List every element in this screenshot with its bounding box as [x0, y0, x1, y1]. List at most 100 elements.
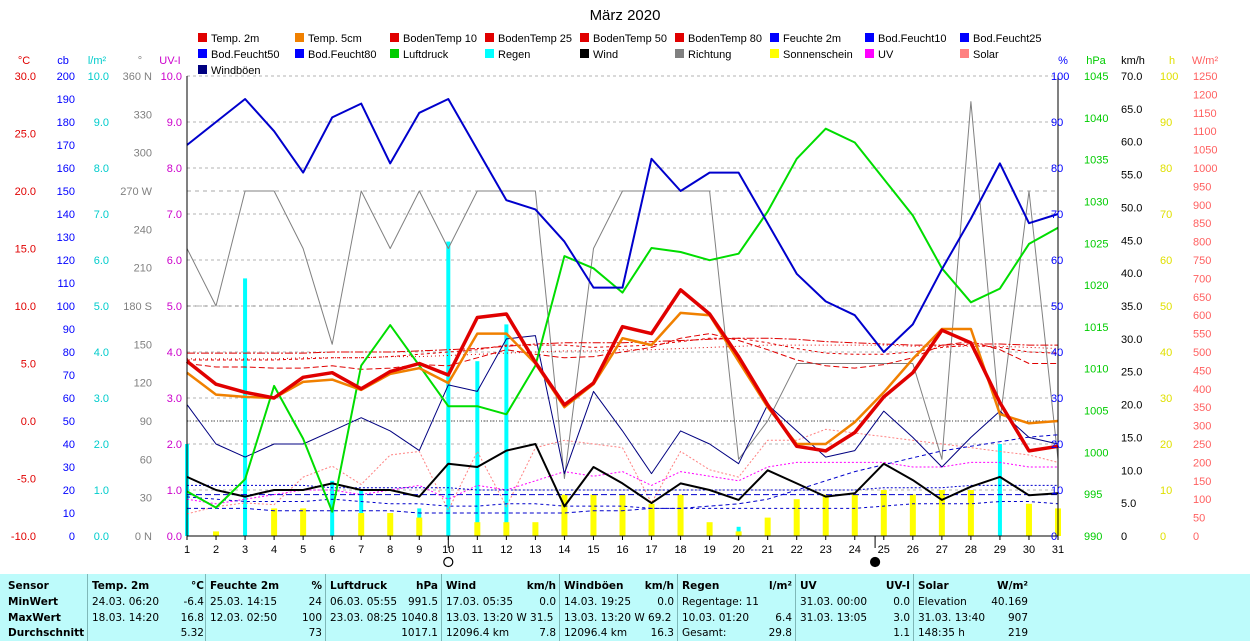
x-tick-label: 31 [1052, 544, 1064, 556]
axis-tick-label: 4.0 [167, 347, 182, 359]
axis-tick-label: 1015 [1084, 322, 1108, 334]
axis-tick-label: 150 [57, 186, 75, 198]
legend-label: Feuchte 2m [783, 33, 841, 45]
axis-tick-label: 90 [1051, 117, 1063, 129]
rain-bar [446, 241, 451, 536]
rain-bar [243, 278, 248, 536]
sunshine-bar [822, 494, 829, 536]
axis-tick-label: 1050 [1193, 145, 1217, 157]
axis-tick-label: 50 [1193, 513, 1205, 525]
axis-tick-label: 50 [1160, 301, 1172, 313]
axis-tick-label: 950 [1193, 181, 1211, 193]
legend-swatch [485, 49, 494, 58]
series-line-bodentemp-50 [187, 337, 1058, 354]
axis-tick-label: 60.0 [1121, 137, 1142, 149]
x-tick-label: 10 [442, 544, 454, 556]
series-line-solar [186, 428, 1059, 515]
stats-cell-value: 3.0 [893, 612, 910, 624]
axis-tick-label: 90 [140, 416, 152, 428]
legend-swatch [390, 33, 399, 42]
axis-tick-label: 0 N [135, 531, 152, 543]
sunshine-bar [764, 517, 771, 536]
stats-separator [559, 574, 560, 641]
stats-table: Sensor MinWert MaxWert Durchschnitt Temp… [0, 574, 1250, 641]
stats-sensor: Sensor MinWert MaxWert Durchschnitt [8, 574, 88, 641]
sunshine-bar [590, 494, 597, 536]
legend-label: Temp. 2m [211, 33, 259, 45]
axis-tick-label: 500 [1193, 347, 1211, 359]
rain-bar [997, 444, 1002, 536]
sunshine-bar [300, 508, 307, 536]
stats-cell-value: 29.8 [768, 627, 792, 639]
legend-label: Temp. 5cm [308, 33, 362, 45]
legend-swatch [390, 49, 399, 58]
axis-tick-label: 1025 [1084, 238, 1108, 250]
stats-unit: °C [191, 580, 204, 592]
axis-tick-label: 900 [1193, 200, 1211, 212]
stats-unit: W/m² [997, 580, 1028, 592]
axis-tick-label: 1.0 [94, 485, 109, 497]
axis-tick-label: 1100 [1193, 126, 1217, 138]
stats-solar: Solar W/m² Elevation 40.169 31.03. 13:40 907 1… [918, 574, 1028, 641]
x-tick-label: 4 [271, 544, 277, 556]
stats-separator [87, 574, 88, 641]
axis-tick-label: 9.0 [94, 117, 109, 129]
x-tick-label: 3 [242, 544, 248, 556]
axis-tick-label: 10.0 [1121, 465, 1142, 477]
stats-cell-time: Elevation [918, 596, 967, 608]
axis-tick-label: 30 [1051, 393, 1063, 405]
axis-tick-label: 240 [134, 224, 152, 236]
axis-tick-label: 100 [1051, 71, 1069, 83]
legend-label: Bod.Feucht25 [973, 33, 1042, 45]
x-tick-label: 2 [213, 544, 219, 556]
axis-tick-label: 450 [1193, 365, 1211, 377]
axis-tick-label: 150 [1193, 476, 1211, 488]
stats-header: Feuchte 2m [210, 580, 280, 592]
stats-unit: hPa [416, 580, 438, 592]
stats-cell-value: 100 [301, 612, 322, 624]
stats-cell-value: 907 [1007, 612, 1028, 624]
axis-tick-label: 80 [63, 347, 75, 359]
axis-tick-label: 0.0 [21, 416, 36, 428]
x-tick-label: 9 [416, 544, 422, 556]
axis-tick-label: 1040 [1084, 113, 1108, 125]
stats-cell-time: 12096.4 km [446, 627, 510, 639]
stats-uv: UV UV-I 31.03. 00:00 0.0 31.03. 13:05 3.0 1.1 [800, 574, 910, 641]
axis-tick-label: 20 [1051, 439, 1063, 451]
stats-row-label: MinWert [8, 596, 59, 608]
axis-tick-label: 1030 [1084, 196, 1108, 208]
stats-header: Luftdruck [330, 580, 388, 592]
x-tick-label: 19 [703, 544, 715, 556]
axis-tick-label: 110 [57, 278, 75, 290]
x-tick-label: 23 [820, 544, 832, 556]
axis-unit: cb [57, 55, 69, 67]
sunshine-bar [1025, 503, 1032, 536]
stats-header: UV [800, 580, 817, 592]
x-tick-label: 6 [329, 544, 335, 556]
full-moon-icon [869, 556, 881, 568]
axis-unit: ° [138, 55, 142, 67]
legend-swatch [770, 33, 779, 42]
stats-separator [325, 574, 326, 641]
axis-tick-label: 70.0 [1121, 71, 1142, 83]
axis-tick-label: 130 [57, 232, 75, 244]
stats-feuchte: Feuchte 2m% 25.03. 14:15 24 12.03. 02:50 100… [210, 574, 322, 641]
axis-tick-label: 40 [63, 439, 75, 451]
legend-swatch [675, 49, 684, 58]
axis-tick-label: 25.0 [15, 129, 36, 141]
stats-unit: % [311, 580, 322, 592]
legend-swatch [770, 49, 779, 58]
axis-tick-label: 40.0 [1121, 268, 1142, 280]
legend-swatch [960, 33, 969, 42]
stats-cell-value: 0.0 [539, 596, 556, 608]
axis-tick-label: 60 [63, 393, 75, 405]
legend-swatch [580, 33, 589, 42]
stats-header: Temp. 2m [92, 580, 150, 592]
series-line-bodentemp-25 [187, 337, 1059, 361]
axis-tick-label: 20 [1160, 439, 1172, 451]
stats-unit: km/h [526, 580, 556, 592]
axis-unit: hPa [1086, 55, 1106, 67]
sunshine-bar [387, 513, 394, 536]
axis-tick-label: -5.0 [17, 474, 36, 486]
legend-label: BodenTemp 50 [593, 33, 667, 45]
